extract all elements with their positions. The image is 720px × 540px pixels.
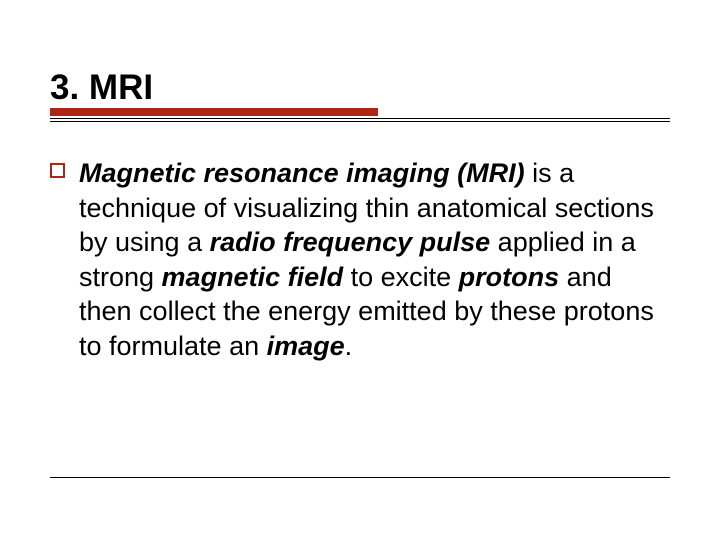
term-rf-pulse: radio frequency pulse: [210, 227, 491, 257]
body-text: Magnetic resonance imaging (MRI) is a te…: [50, 156, 670, 363]
text-run: .: [345, 331, 353, 361]
title-underline: [50, 108, 670, 122]
term-mri: Magnetic resonance imaging (MRI): [79, 158, 525, 188]
rule-thin-2: [50, 121, 670, 122]
footer-rule: [50, 477, 670, 478]
term-image: image: [267, 331, 345, 361]
title-block: 3. MRI: [50, 68, 670, 122]
term-protons: protons: [459, 262, 560, 292]
term-mag-field: magnetic field: [162, 262, 344, 292]
bullet-item: Magnetic resonance imaging (MRI) is a te…: [50, 156, 670, 363]
text-run: to excite: [343, 262, 459, 292]
bullet-square-icon: [50, 163, 65, 178]
slide: 3. MRI Magnetic resonance imaging (MRI) …: [0, 0, 720, 540]
paragraph: Magnetic resonance imaging (MRI) is a te…: [79, 156, 670, 363]
rule-thin-1: [50, 118, 670, 119]
slide-title: 3. MRI: [50, 68, 670, 108]
rule-red: [50, 108, 378, 116]
